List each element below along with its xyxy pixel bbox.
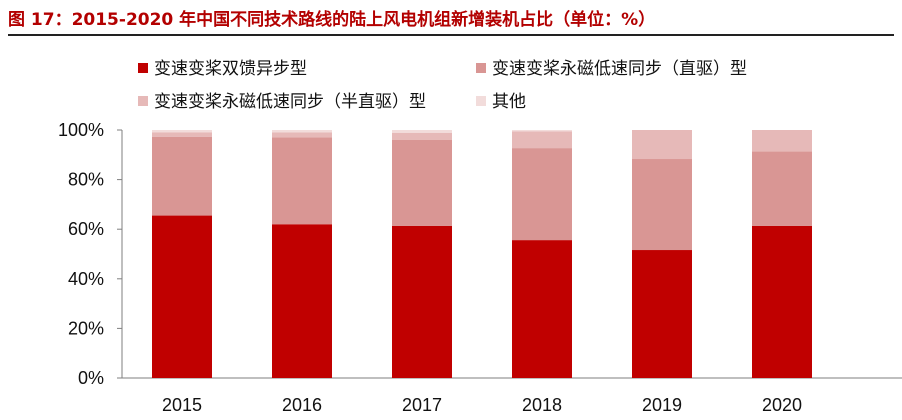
- bar-segment-2019-2: [632, 130, 692, 160]
- x-tick-label: 2018: [522, 395, 562, 415]
- legend-label-0: 变速变桨双馈异步型: [154, 59, 307, 79]
- bar-segment-2016-3: [272, 130, 332, 133]
- bars: [152, 130, 812, 378]
- bar-segment-2020-1: [752, 151, 812, 226]
- bar-segment-2015-2: [152, 132, 212, 137]
- bar-segment-2017-0: [392, 225, 452, 378]
- y-tick-label: 100%: [58, 120, 104, 140]
- legend-swatch-1: [476, 63, 486, 73]
- y-tick-label: 60%: [68, 219, 104, 239]
- title-divider: [8, 34, 894, 36]
- legend-swatch-0: [138, 63, 148, 73]
- bar-segment-2015-0: [152, 215, 212, 378]
- bar-segment-2020-0: [752, 225, 812, 378]
- bar-segment-2017-3: [392, 130, 452, 133]
- legend-swatch-2: [138, 96, 148, 106]
- legend: 变速变桨双馈异步型 变速变桨永磁低速同步（直驱）型变速变桨永磁低速同步（半直驱）型…: [138, 59, 747, 112]
- legend-swatch-3: [476, 96, 486, 106]
- y-tick-label: 0%: [78, 368, 104, 388]
- bar-segment-2016-0: [272, 224, 332, 378]
- legend-label-2: 变速变桨永磁低速同步（半直驱）型: [154, 92, 426, 112]
- x-tick-label: 2020: [762, 395, 802, 415]
- x-tick-label: 2016: [282, 395, 322, 415]
- bar-segment-2018-1: [512, 148, 572, 241]
- y-tick-label: 80%: [68, 170, 104, 190]
- bar-segment-2015-3: [152, 130, 212, 133]
- x-tick-label: 2019: [642, 395, 682, 415]
- legend-label-1: 变速变桨永磁低速同步（直驱）型: [492, 59, 747, 79]
- bar-segment-2017-1: [392, 139, 452, 226]
- bar-segment-2015-1: [152, 136, 212, 216]
- bar-segment-2016-1: [272, 137, 332, 225]
- y-tick-label: 20%: [68, 318, 104, 338]
- bar-segment-2019-0: [632, 250, 692, 378]
- x-axis-labels: 2015 2016 2017 2018 2019 2020: [162, 395, 802, 415]
- bar-segment-2018-0: [512, 240, 572, 378]
- chart-title: 图 17：2015-2020 年中国不同技术路线的陆上风电机组新增装机占比（单位…: [8, 10, 656, 30]
- legend-label-3: 其他: [492, 92, 526, 112]
- bar-segment-2019-1: [632, 159, 692, 251]
- y-axis-labels: 0% 20% 40% 60% 80% 100%: [58, 120, 104, 388]
- bar-segment-2016-2: [272, 132, 332, 138]
- bar-segment-2020-2: [752, 130, 812, 152]
- x-tick-label: 2015: [162, 395, 202, 415]
- bar-segment-2017-2: [392, 132, 452, 140]
- x-tick-label: 2017: [402, 395, 442, 415]
- bar-segment-2018-3: [512, 130, 572, 132]
- y-tick-label: 40%: [68, 269, 104, 289]
- bar-segment-2018-2: [512, 131, 572, 149]
